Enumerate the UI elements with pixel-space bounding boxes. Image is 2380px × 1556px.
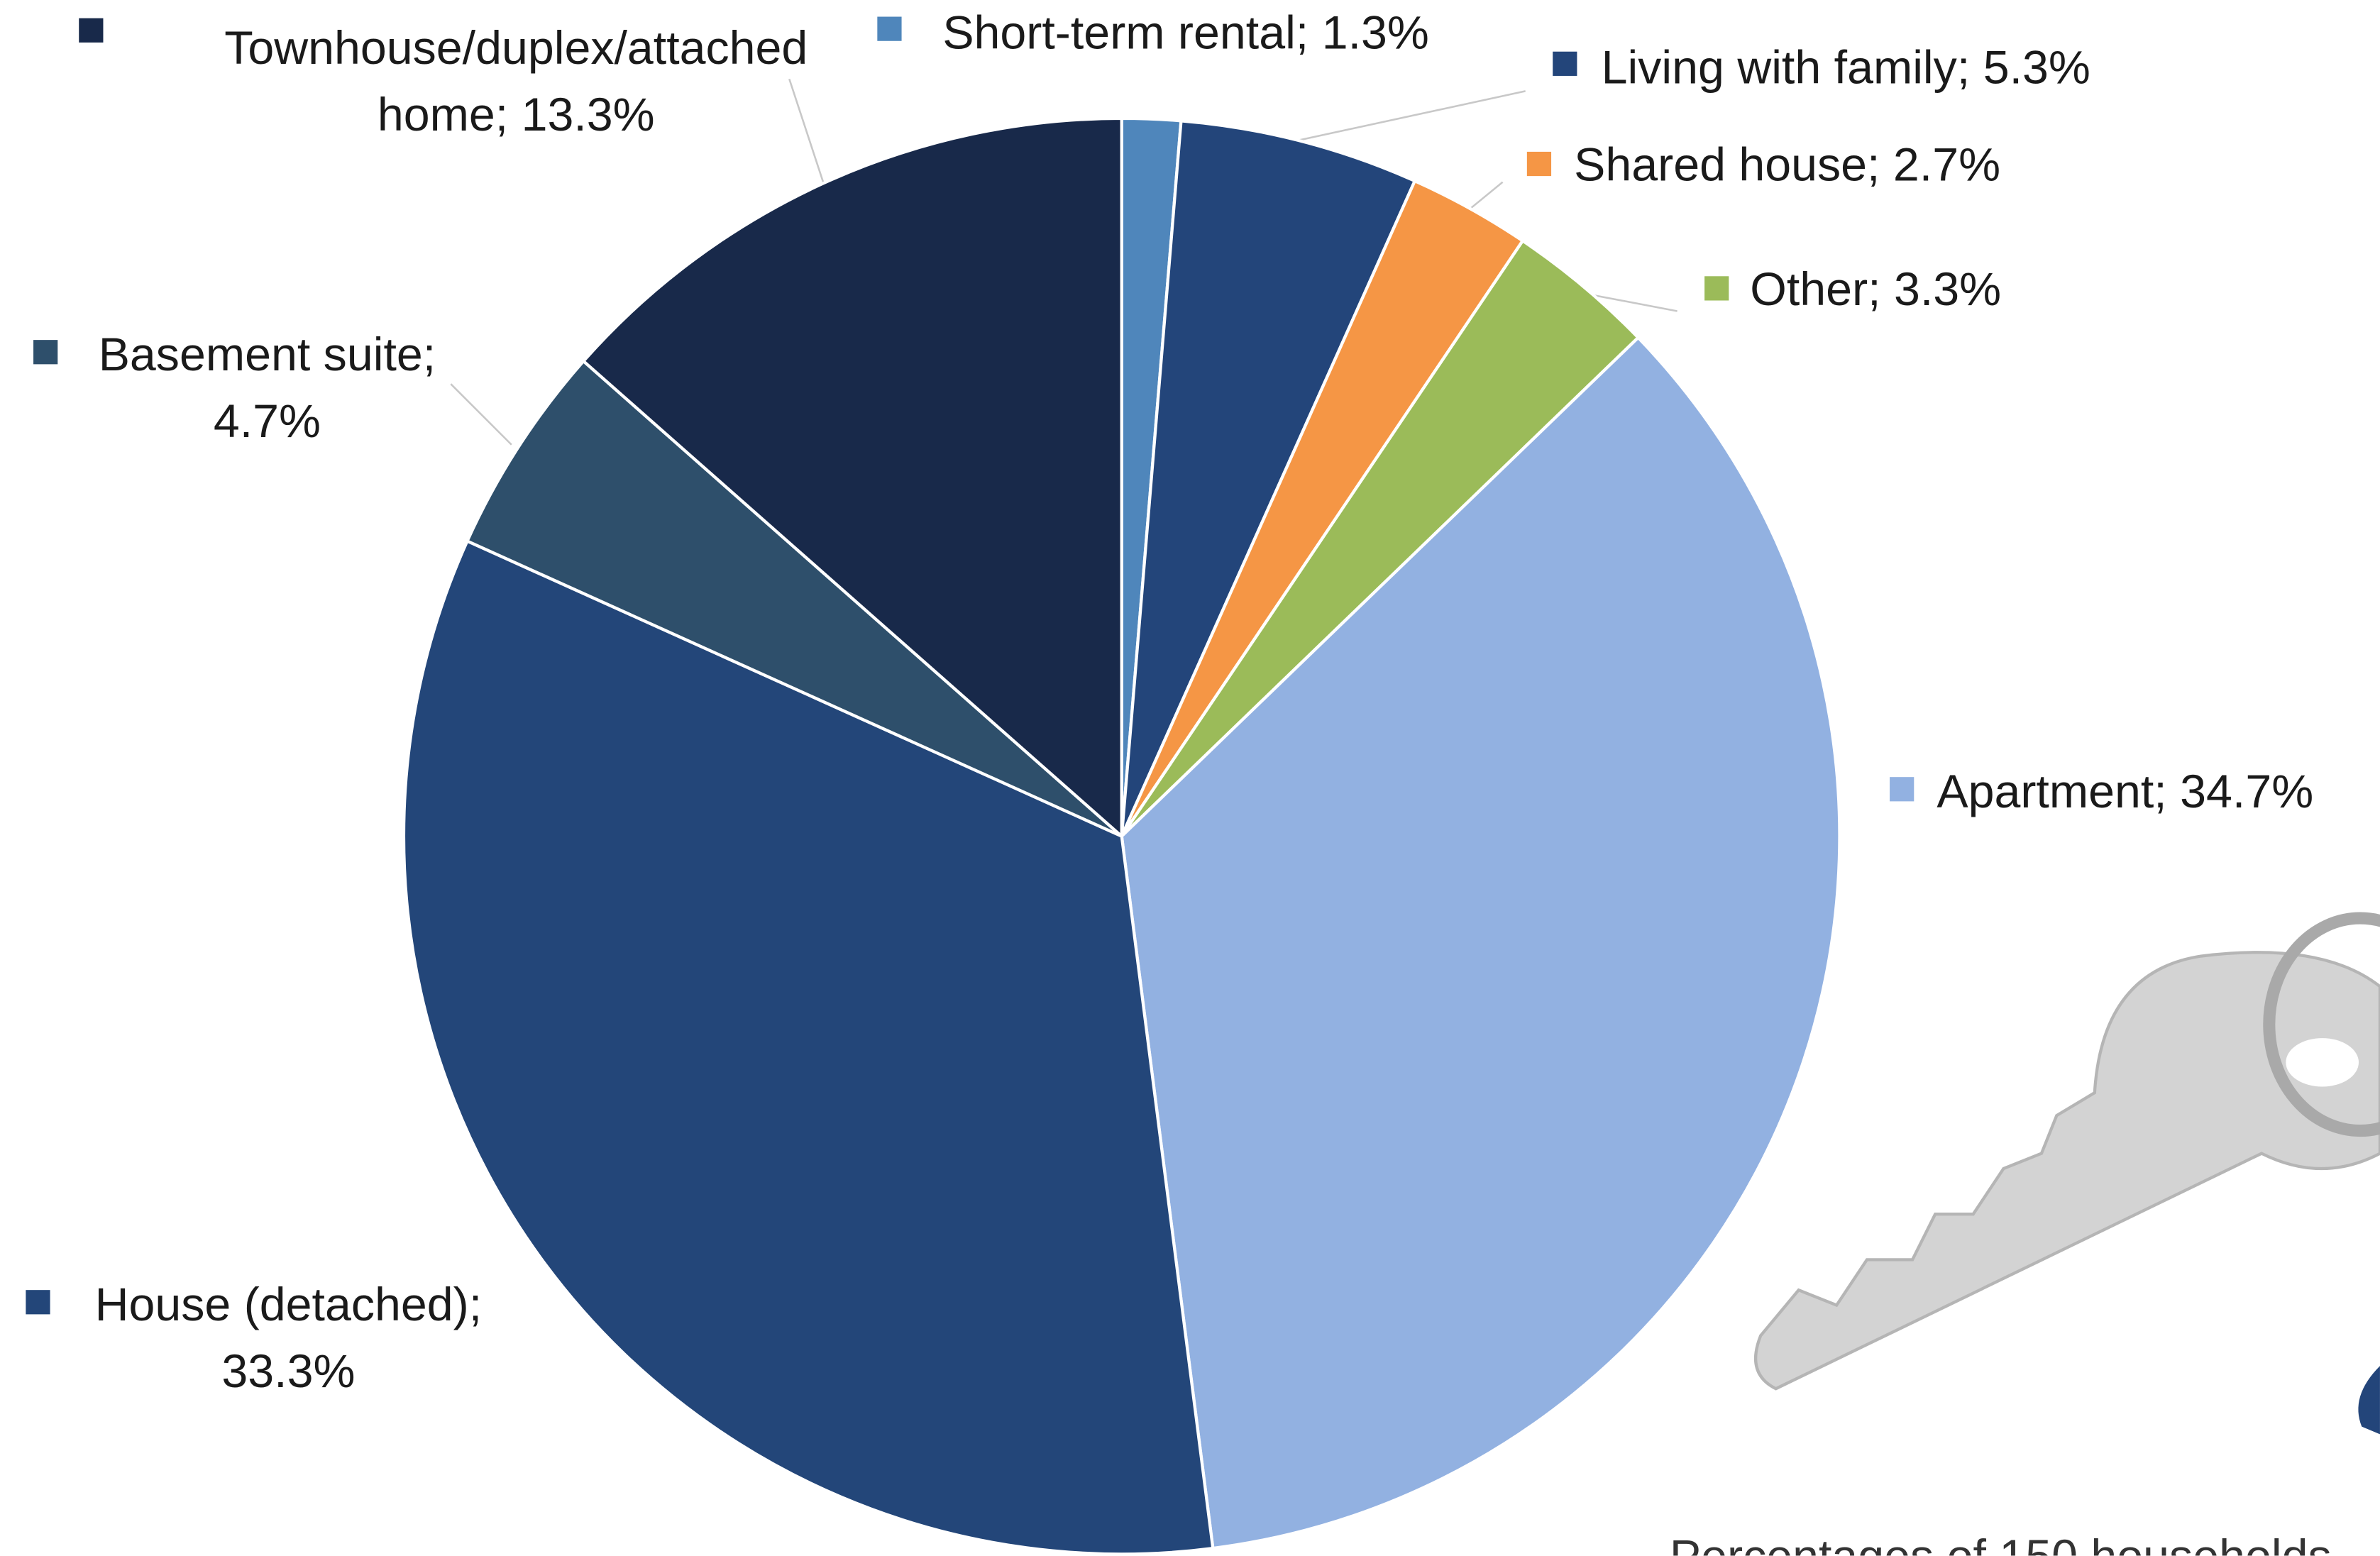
value-label: 5.3% [1983,41,2090,94]
legend-marker [877,17,901,41]
data-label: Basement suite; 4.7% [76,321,458,455]
category-label: House (detached); [95,1278,483,1331]
category-label: Short-term rental; [942,6,1309,60]
data-label: Other; 3.3% [1750,256,2001,323]
category-label: Basement suite; [99,328,436,381]
key-tag [2358,1366,2380,1434]
legend-marker [1704,276,1729,300]
category-label: Apartment; [1936,765,2166,818]
leader-line [451,384,512,445]
footnote: Percentages of 150 households [1670,1530,2332,1555]
value-label: 4.7% [214,394,321,448]
leader-line [1295,91,1526,141]
legend-marker [1890,777,1914,801]
data-label: House (detached); 33.3% [61,1271,517,1405]
category-label: Townhouse/duplex/attached home; [224,21,808,141]
legend-marker [79,18,103,43]
key-hole [2286,1038,2359,1086]
key [1756,952,2380,1389]
value-label: 34.7% [2180,765,2313,818]
pie [404,118,1839,1554]
data-label: Apartment; 34.7% [1936,759,2313,826]
data-label: Shared house; 2.7% [1574,132,2000,199]
key-illustration [1756,918,2380,1434]
value-label: 3.3% [1894,263,2001,316]
data-label: Townhouse/duplex/attached home; 13.3% [160,15,873,148]
chart: Short-term rental; 1.3% Living with famil… [0,0,2380,1555]
legend-marker [1527,152,1551,176]
legend-marker [1553,52,1577,76]
category-label: Shared house; [1574,138,1880,192]
data-label: Short-term rental; 1.3% [942,0,1429,67]
value-label: 33.3% [221,1345,355,1398]
category-label: Other; [1750,263,1880,316]
value-label: 1.3% [1322,6,1429,60]
category-label: Living with family; [1602,41,1971,94]
leader-line [1470,182,1503,210]
legend-marker [26,1290,50,1314]
data-label: Living with family; 5.3% [1602,35,2090,101]
value-label: 13.3% [522,88,655,141]
value-label: 2.7% [1893,138,2000,192]
legend-marker [33,340,57,364]
